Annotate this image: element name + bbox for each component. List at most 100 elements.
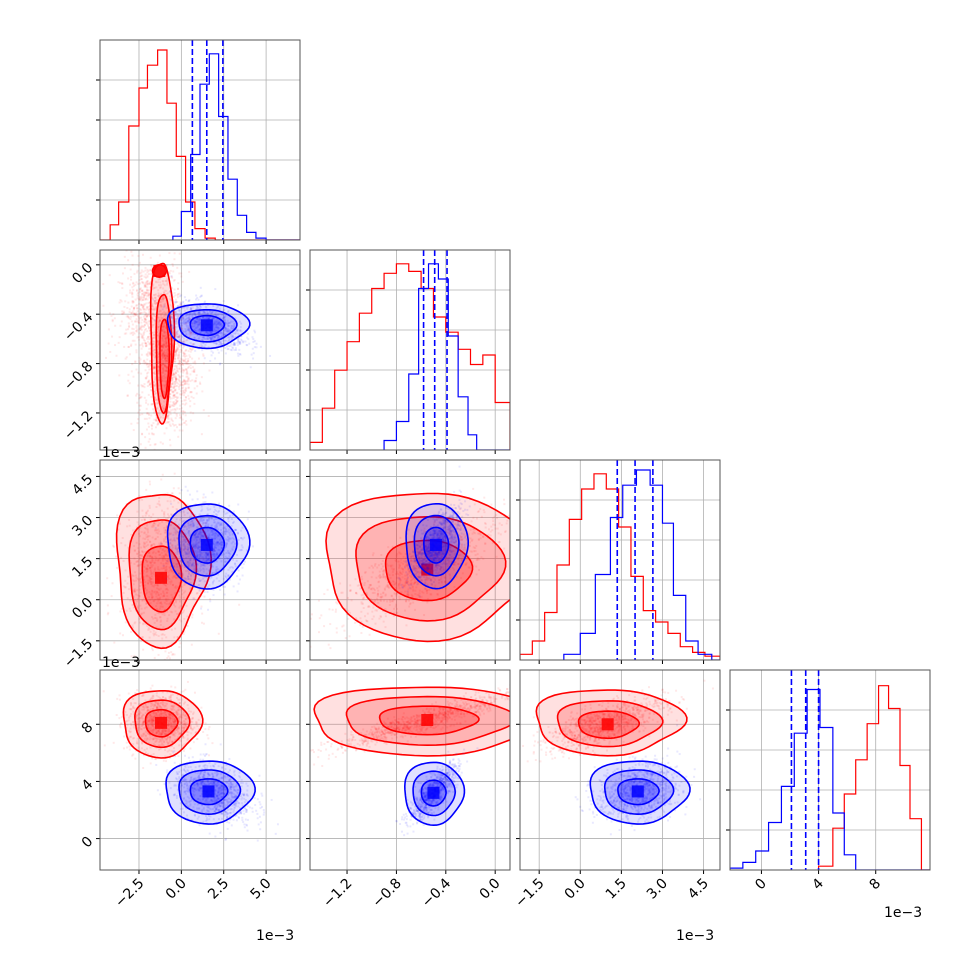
- y-tick-label: 3.0: [69, 513, 96, 540]
- contour-line: [413, 514, 460, 577]
- contour-line: [166, 303, 251, 350]
- panel-frame: [309, 669, 511, 871]
- contour-line: [122, 690, 204, 759]
- hist-blue-p3: [563, 469, 720, 660]
- panel-content: [100, 250, 300, 450]
- scatter-panel-p1-p4: [96, 669, 301, 874]
- panel-content: [520, 670, 720, 870]
- x-tick-label: −0.4: [419, 875, 454, 910]
- density-peak: [427, 786, 440, 799]
- density-fill: [116, 494, 212, 649]
- x-tick-label: 0.0: [477, 876, 504, 903]
- panel-content: [310, 460, 510, 660]
- scatter-panel-p2-p4: [306, 669, 511, 874]
- x-tick-label: −2.5: [112, 876, 147, 911]
- contour-line: [189, 778, 229, 806]
- x-offset-label: 1e−3: [676, 928, 714, 944]
- x-tick-label: 4.5: [685, 876, 712, 903]
- contour-line: [422, 526, 450, 564]
- scatter-panel-p1-p3: [96, 459, 301, 664]
- y-tick-label: 0.0: [69, 260, 96, 287]
- x-tick-label: 2.5: [205, 876, 232, 903]
- density-peak: [421, 563, 434, 576]
- hist-panel-p3: [516, 459, 721, 664]
- contour-line: [617, 778, 660, 806]
- scatter-panel-p2-p3: [306, 459, 511, 664]
- x-tick-label: 8: [867, 876, 885, 894]
- y-tick-label: −1.2: [61, 408, 96, 443]
- panel-frame: [99, 669, 301, 871]
- density-fill: [326, 493, 510, 642]
- contour-line: [325, 492, 510, 643]
- panel-content: [100, 460, 300, 660]
- contour-line: [313, 686, 510, 757]
- contour-line: [149, 262, 176, 425]
- density-peak: [202, 785, 215, 798]
- contour-line: [155, 293, 173, 415]
- hist-panel-p4: [726, 669, 931, 874]
- hist-panel-p1: [96, 39, 301, 244]
- contour-line: [178, 514, 238, 577]
- hist-red-p1: [100, 49, 300, 240]
- x-tick-label: 3.0: [644, 876, 671, 903]
- panel-content: [520, 460, 720, 660]
- panel-frame: [309, 459, 511, 661]
- density-peak: [429, 538, 442, 551]
- contour-line: [589, 760, 691, 825]
- contour-line: [159, 318, 171, 400]
- x-tick-label: 0: [752, 876, 770, 894]
- contour-line: [141, 545, 183, 613]
- contour-line: [165, 760, 256, 825]
- contour-line: [345, 695, 510, 747]
- panel-frame: [99, 249, 301, 451]
- panel-frame: [99, 459, 301, 661]
- panel-frame: [309, 249, 511, 451]
- scatter-panel-p3-p4: [516, 669, 721, 874]
- y-tick-label: −0.8: [61, 359, 96, 394]
- x-tick-label: −1.5: [512, 876, 547, 911]
- y-tick-label: 1.5: [69, 554, 96, 581]
- density-fill: [160, 319, 170, 399]
- panel-frame: [729, 669, 931, 871]
- x-tick-label: 1.5: [603, 876, 630, 903]
- hist-blue-p2: [383, 263, 510, 450]
- scatter-points-red: [310, 684, 510, 768]
- panel-frame: [519, 459, 721, 661]
- panel-content: [730, 670, 930, 870]
- y-tick-label: 4.5: [69, 471, 96, 498]
- panel-frame: [99, 39, 301, 241]
- contour-line: [535, 689, 688, 757]
- panel-frame: [519, 669, 721, 871]
- density-peak: [421, 714, 434, 726]
- contour-line: [189, 526, 226, 564]
- contour-line: [603, 769, 675, 816]
- hist-red-p2: [310, 263, 510, 450]
- contour-line: [134, 699, 191, 749]
- contour-line: [378, 705, 480, 736]
- density-peak: [153, 264, 166, 277]
- x-offset-label: 1e−3: [884, 905, 922, 921]
- scatter-panel-p1-p2: [96, 249, 301, 454]
- contour-line: [178, 309, 238, 343]
- contour-line: [189, 314, 226, 337]
- y-offset-label: 1e−3: [102, 655, 140, 671]
- panel-content: [100, 670, 300, 870]
- contour-line: [405, 503, 469, 590]
- density-peak: [200, 319, 213, 332]
- y-tick-label: 0: [79, 834, 97, 852]
- contour-line: [128, 519, 198, 631]
- x-tick-label: 0.0: [163, 876, 190, 903]
- y-tick-label: 0.0: [69, 595, 96, 622]
- panel-content: [310, 670, 510, 870]
- contour-line: [412, 770, 457, 817]
- density-peak: [631, 785, 644, 798]
- contour-line: [556, 700, 664, 748]
- density-peak: [155, 716, 168, 729]
- x-tick-label: 4: [809, 875, 827, 893]
- y-offset-label: 1e−3: [102, 445, 140, 461]
- hist-blue-p1: [172, 53, 300, 240]
- panel-content: [310, 250, 510, 450]
- hist-red-p4: [817, 685, 930, 870]
- density-peak: [601, 718, 614, 731]
